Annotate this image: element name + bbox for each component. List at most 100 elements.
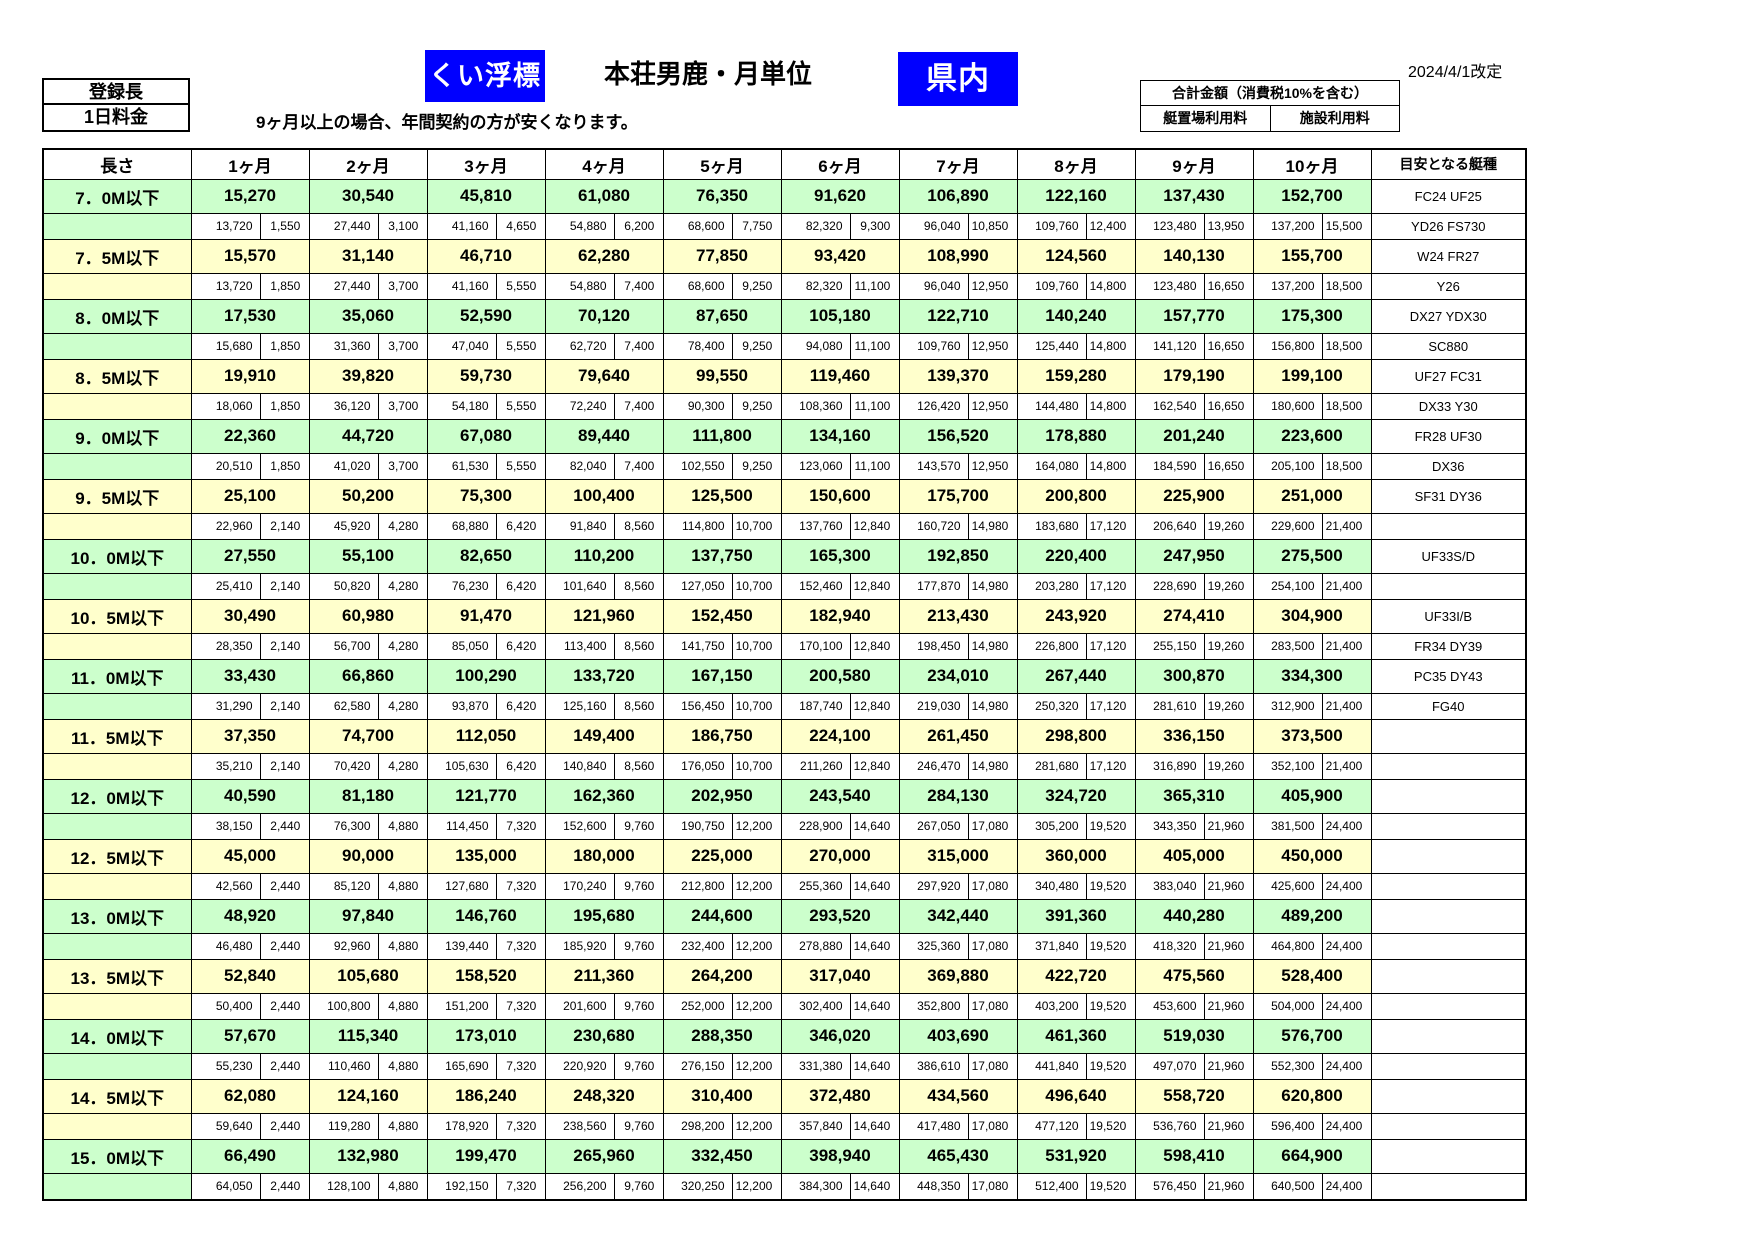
berth-fee-value: 25,410 xyxy=(192,574,261,598)
facility-fee-value: 24,400 xyxy=(1325,1178,1363,1193)
registered-length-label: 登録長 xyxy=(42,78,190,105)
berth-fee-value: 85,050 xyxy=(428,634,497,658)
berth-fee-value: 640,500 xyxy=(1254,1173,1323,1199)
fee-breakdown-cell: 50,820 4,280 xyxy=(308,572,428,600)
facility-fee-value: 17,080 xyxy=(971,998,1009,1013)
total-price-cell: 57,670 xyxy=(190,1018,310,1054)
table-row-breakdown: 64,050 2,440 128,100 4,880 192,150 7,320 256,2… xyxy=(42,1172,1527,1200)
berth-fee-value: 82,320 xyxy=(782,274,851,298)
facility-fee-value: 9,760 xyxy=(624,1118,655,1133)
boat-type-cell: DX33 Y30 xyxy=(1370,392,1527,420)
fee-breakdown-cell: 198,450 14,980 xyxy=(898,632,1018,660)
boat-type-cell: PC35 DY43 xyxy=(1370,658,1527,694)
berth-fee-value: 137,760 xyxy=(782,514,851,538)
facility-fee-value: 11,100 xyxy=(854,338,891,353)
berth-fee-value: 82,320 xyxy=(782,214,851,238)
facility-fee-value: 9,760 xyxy=(624,818,655,833)
fee-breakdown-cell: 125,440 14,800 xyxy=(1016,332,1136,360)
boat-type-cell: FR34 DY39 xyxy=(1370,632,1527,660)
berth-fee-value: 190,750 xyxy=(664,814,733,838)
table-row-breakdown: 18,060 1,850 36,120 3,700 54,180 5,550 72,240 7… xyxy=(42,392,1527,420)
total-price-cell: 180,000 xyxy=(544,838,664,874)
table-row-total: 13．5M以下 52,840 105,680 158,520 211,360 264,20… xyxy=(42,958,1527,994)
month-header-4: 4ヶ月 xyxy=(544,148,664,180)
fee-breakdown-cell: 35,210 2,140 xyxy=(190,752,310,780)
berth-fee-value: 151,200 xyxy=(428,994,497,1018)
total-price-cell: 122,710 xyxy=(898,298,1018,334)
facility-fee-value: 7,320 xyxy=(506,1058,537,1073)
total-price-cell: 140,130 xyxy=(1134,238,1254,274)
facility-fee-value: 19,260 xyxy=(1207,518,1245,533)
fee-breakdown-cell: 54,180 5,550 xyxy=(426,392,546,420)
fee-breakdown-cell: 72,240 7,400 xyxy=(544,392,664,420)
facility-fee-value: 24,400 xyxy=(1325,1058,1363,1073)
length-strip xyxy=(42,392,192,420)
berth-fee-value: 27,440 xyxy=(310,274,379,298)
boat-type-cell: YD26 FS730 xyxy=(1370,212,1527,240)
total-price-cell: 48,920 xyxy=(190,898,310,934)
fee-breakdown-cell: 41,160 4,650 xyxy=(426,212,546,240)
total-price-cell: 115,340 xyxy=(308,1018,428,1054)
facility-fee-value: 21,400 xyxy=(1325,698,1363,713)
fee-breakdown-cell: 144,480 14,800 xyxy=(1016,392,1136,420)
month-header-9: 9ヶ月 xyxy=(1134,148,1254,180)
berth-fee-value: 219,030 xyxy=(900,694,969,718)
total-price-cell: 45,810 xyxy=(426,178,546,214)
fee-breakdown-cell: 180,600 18,500 xyxy=(1252,392,1372,420)
facility-fee-value: 2,440 xyxy=(270,998,301,1013)
fee-breakdown-cell: 255,150 19,260 xyxy=(1134,632,1254,660)
total-price-cell: 225,000 xyxy=(662,838,782,874)
total-price-cell: 46,710 xyxy=(426,238,546,274)
fee-breakdown-cell: 55,230 2,440 xyxy=(190,1052,310,1080)
berth-fee-value: 185,920 xyxy=(546,934,615,958)
berth-fee-value: 35,210 xyxy=(192,754,261,778)
total-price-cell: 150,600 xyxy=(780,478,900,514)
total-price-cell: 33,430 xyxy=(190,658,310,694)
total-price-cell: 528,400 xyxy=(1252,958,1372,994)
facility-fee-value: 5,550 xyxy=(506,338,537,353)
facility-fee-value: 18,500 xyxy=(1325,338,1363,353)
facility-fee-value: 12,200 xyxy=(735,1058,773,1073)
berth-fee-value: 283,500 xyxy=(1254,634,1323,658)
berth-fee-value: 137,200 xyxy=(1254,214,1323,238)
total-price-cell: 15,270 xyxy=(190,178,310,214)
boat-type-cell xyxy=(1370,1018,1527,1054)
total-price-cell: 334,300 xyxy=(1252,658,1372,694)
fee-breakdown-cell: 47,040 5,550 xyxy=(426,332,546,360)
facility-fee-value: 10,700 xyxy=(735,638,773,653)
fee-breakdown-cell: 94,080 11,100 xyxy=(780,332,900,360)
fee-breakdown-cell: 504,000 24,400 xyxy=(1252,992,1372,1020)
berth-fee-value: 127,680 xyxy=(428,874,497,898)
fee-breakdown-cell: 183,680 17,120 xyxy=(1016,512,1136,540)
month-header-10: 10ヶ月 xyxy=(1252,148,1372,180)
total-price-cell: 137,430 xyxy=(1134,178,1254,214)
fee-breakdown-cell: 105,630 6,420 xyxy=(426,752,546,780)
facility-fee-value: 1,850 xyxy=(270,338,301,353)
facility-fee-value: 17,080 xyxy=(971,938,1009,953)
fee-breakdown-cell: 281,680 17,120 xyxy=(1016,752,1136,780)
fee-breakdown-cell: 54,880 7,400 xyxy=(544,272,664,300)
facility-fee-value: 7,320 xyxy=(506,818,537,833)
facility-fee-value: 17,080 xyxy=(971,878,1009,893)
total-price-cell: 70,120 xyxy=(544,298,664,334)
length-label: 12．5M以下 xyxy=(42,838,192,874)
berth-fee-value: 28,350 xyxy=(192,634,261,658)
total-price-cell: 576,700 xyxy=(1252,1018,1372,1054)
facility-fee-value: 21,960 xyxy=(1207,998,1245,1013)
berth-fee-value: 232,400 xyxy=(664,934,733,958)
total-price-cell: 223,600 xyxy=(1252,418,1372,454)
total-price-cell: 158,520 xyxy=(426,958,546,994)
boat-type-cell xyxy=(1370,512,1527,540)
facility-fee-value: 3,700 xyxy=(388,278,419,293)
length-label: 8．5M以下 xyxy=(42,358,192,394)
facility-fee-value: 2,140 xyxy=(270,758,301,773)
berth-fee-value: 536,760 xyxy=(1136,1114,1205,1138)
fee-breakdown-cell: 170,100 12,840 xyxy=(780,632,900,660)
fee-breakdown-cell: 267,050 17,080 xyxy=(898,812,1018,840)
boat-type-cell xyxy=(1370,958,1527,994)
fee-breakdown-cell: 42,560 2,440 xyxy=(190,872,310,900)
facility-fee-value: 5,550 xyxy=(506,278,537,293)
berth-fee-value: 36,120 xyxy=(310,394,379,418)
length-label: 7．0M以下 xyxy=(42,178,192,214)
facility-fee-value: 21,400 xyxy=(1325,638,1363,653)
